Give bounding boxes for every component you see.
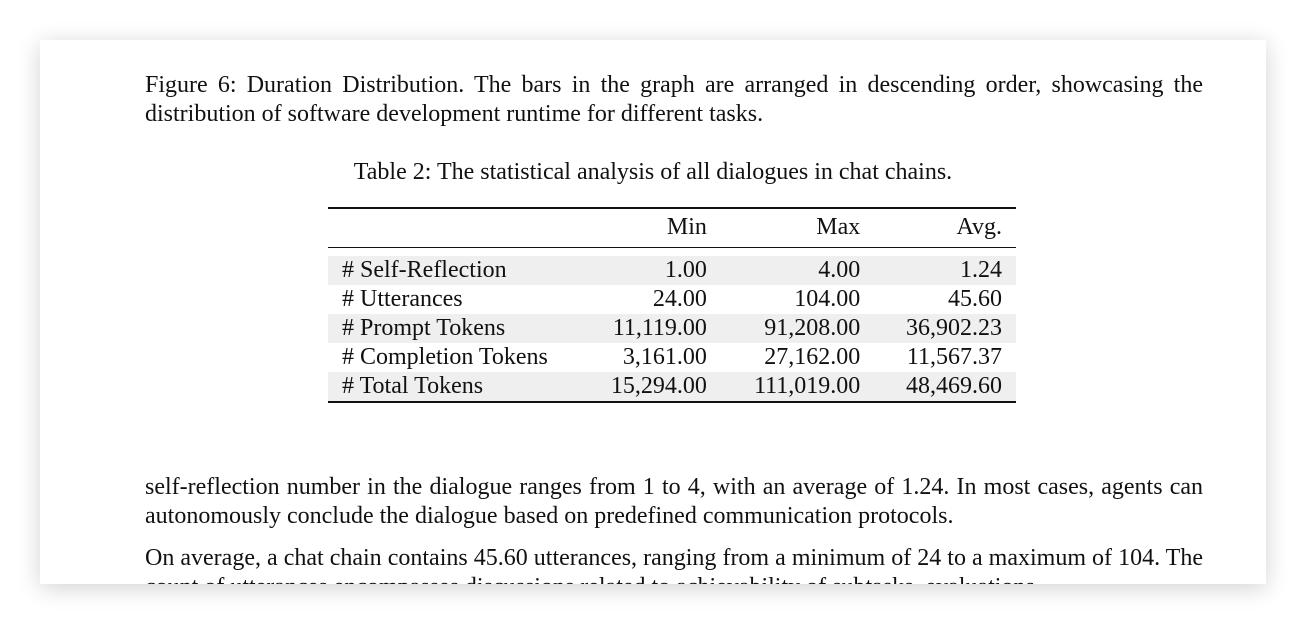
row-label: # Self-Reflection xyxy=(328,256,580,285)
table-row: # Completion Tokens 3,161.00 27,162.00 1… xyxy=(328,343,1016,372)
cell-min: 15,294.00 xyxy=(579,372,721,403)
row-label: # Completion Tokens xyxy=(342,344,548,370)
cell-avg: 1.24 xyxy=(874,256,1016,285)
cell-avg: 36,902.23 xyxy=(874,314,1016,343)
row-label: # Utterances xyxy=(342,286,463,312)
document-page: tasks Figure 6: Duration Distribution. T… xyxy=(40,40,1266,584)
cell-avg: 11,567.37 xyxy=(906,344,1002,370)
table-caption: Table 2: The statistical analysis of all… xyxy=(353,159,953,185)
cell-min: 11,119.00 xyxy=(579,314,721,343)
row-label: # Total Tokens xyxy=(328,372,580,403)
figure-caption: Figure 6: Duration Distribution. The bar… xyxy=(145,72,1203,127)
table-row: # Self-Reflection 1.00 4.00 1.24 xyxy=(328,256,1016,285)
cell-max: 27,162.00 xyxy=(764,344,861,370)
cell-max: 111,019.00 xyxy=(720,372,875,403)
table-header-row: Min Max Avg. xyxy=(328,208,1016,248)
header-min: Min xyxy=(666,214,707,240)
cut-off-axis-label: tasks xyxy=(40,40,1266,44)
header-avg: Avg. xyxy=(956,214,1002,240)
header-max: Max xyxy=(816,214,861,240)
body-paragraph: self-reflection number in the dialogue r… xyxy=(145,474,1203,529)
cell-max: 91,208.00 xyxy=(720,314,875,343)
stats-table: Min Max Avg. # Self-Reflection 1.00 4.00… xyxy=(328,207,1016,403)
cell-avg: 48,469.60 xyxy=(874,372,1016,403)
table-row: # Total Tokens 15,294.00 111,019.00 48,4… xyxy=(328,372,1016,403)
row-label: # Prompt Tokens xyxy=(328,314,580,343)
cell-min: 1.00 xyxy=(579,256,721,285)
cell-min: 24.00 xyxy=(652,286,707,312)
header-blank xyxy=(328,208,579,248)
cell-max: 104.00 xyxy=(794,286,861,312)
cell-min: 3,161.00 xyxy=(622,344,707,370)
cell-max: 4.00 xyxy=(720,256,875,285)
table-row: # Utterances 24.00 104.00 45.60 xyxy=(328,285,1016,314)
cell-avg: 45.60 xyxy=(948,286,1002,312)
table-row: # Prompt Tokens 11,119.00 91,208.00 36,9… xyxy=(328,314,1016,343)
body-paragraph: On average, a chat chain contains 45.60 … xyxy=(145,545,1203,584)
